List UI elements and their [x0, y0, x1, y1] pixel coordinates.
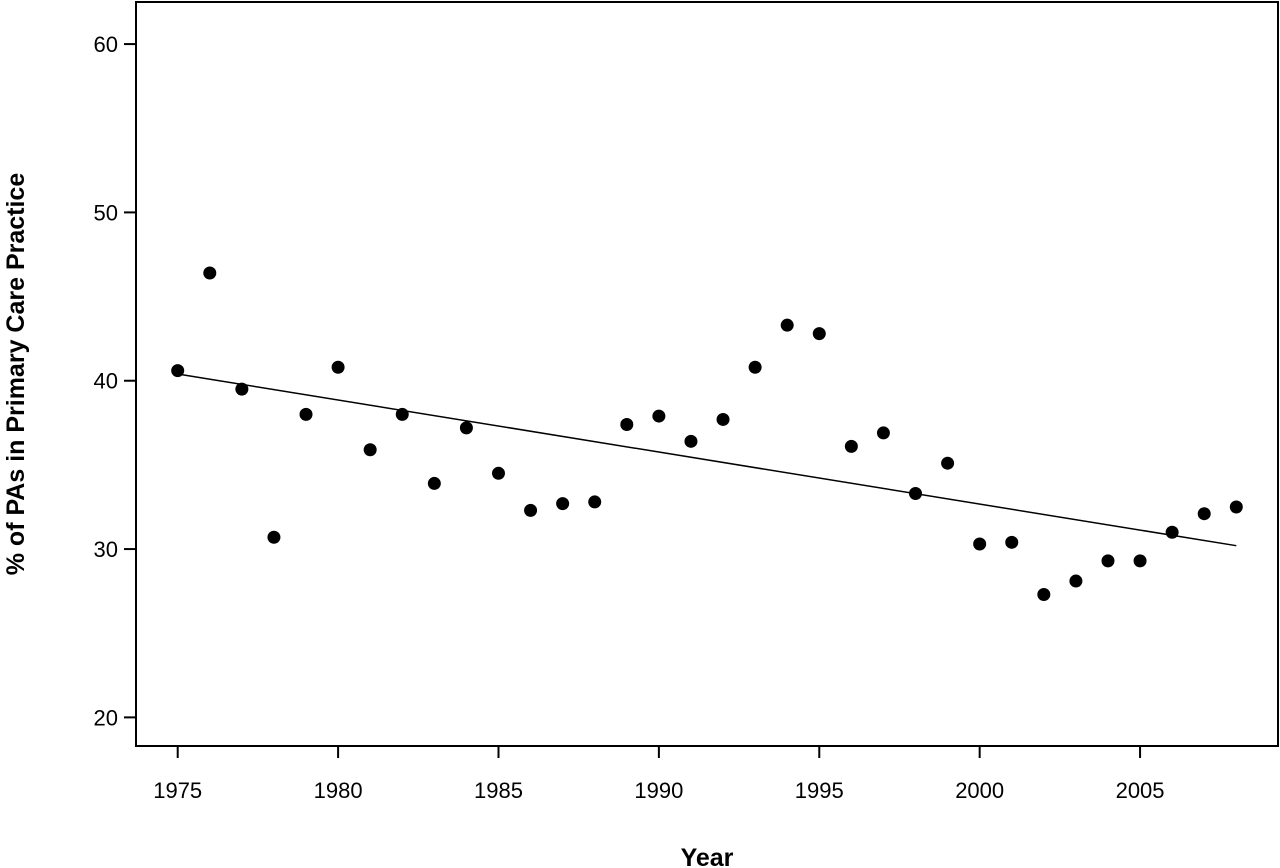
data-point [941, 456, 955, 470]
data-point [524, 503, 538, 517]
data-point [556, 497, 570, 511]
data-point [1005, 535, 1019, 549]
y-tick-label: 30 [94, 537, 118, 562]
data-point [588, 495, 602, 509]
y-axis: 20 30 40 50 60 [94, 32, 136, 730]
data-point [716, 412, 730, 426]
x-tick-label: 1985 [474, 778, 523, 803]
data-point [909, 487, 923, 501]
data-point [299, 407, 313, 421]
data-point [171, 364, 185, 378]
data-point [652, 409, 666, 423]
data-point [331, 360, 345, 374]
data-point [267, 530, 281, 544]
x-tick-label: 1990 [634, 778, 683, 803]
data-point [684, 434, 698, 448]
data-point [780, 318, 794, 332]
data-point [1037, 588, 1051, 602]
data-point [1101, 554, 1115, 568]
plot-area-frame [135, 1, 1279, 747]
data-point [973, 537, 987, 551]
data-point [844, 439, 858, 453]
x-axis-label: Year [681, 844, 734, 868]
y-tick-label: 40 [94, 369, 118, 394]
data-point [1165, 525, 1179, 539]
x-tick-label: 1975 [153, 778, 202, 803]
trend-line [177, 373, 1237, 547]
data-point [620, 417, 634, 431]
x-tick-label: 1995 [795, 778, 844, 803]
x-tick-label: 1980 [314, 778, 363, 803]
data-points [171, 266, 1243, 602]
data-point [1133, 554, 1147, 568]
data-point [363, 443, 377, 457]
data-point [876, 426, 890, 440]
data-point [491, 466, 505, 480]
y-tick-label: 50 [94, 200, 118, 225]
data-point [427, 476, 441, 490]
data-point [235, 382, 249, 396]
data-point [748, 360, 762, 374]
data-point [1197, 507, 1211, 521]
data-point [1229, 500, 1243, 514]
x-tick-label: 2000 [955, 778, 1004, 803]
data-point [812, 327, 826, 341]
y-tick-label: 20 [94, 705, 118, 730]
x-tick-label: 2005 [1116, 778, 1165, 803]
y-tick-label: 60 [94, 32, 118, 57]
data-point [459, 421, 473, 435]
data-point [1069, 574, 1083, 588]
y-axis-label: % of PAs in Primary Care Practice [2, 173, 30, 576]
x-axis: 1975 1980 1985 1990 1995 2000 2005 [153, 746, 1165, 803]
data-point [395, 407, 409, 421]
data-point [203, 266, 217, 280]
